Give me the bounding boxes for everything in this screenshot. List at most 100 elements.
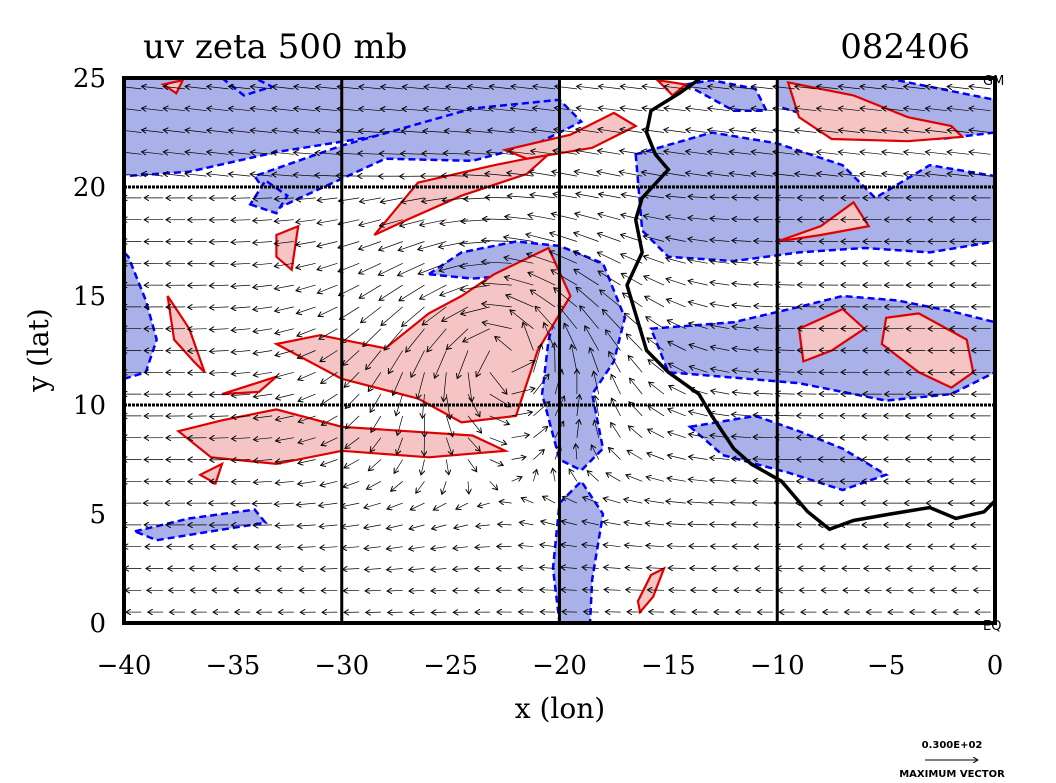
wind-vector bbox=[532, 130, 556, 133]
wind-vector bbox=[795, 108, 817, 111]
wind-vector bbox=[627, 450, 643, 460]
wind-vector bbox=[253, 220, 273, 221]
wind-vector bbox=[476, 350, 491, 377]
wind-vector bbox=[710, 480, 730, 481]
wind-vector bbox=[321, 415, 338, 425]
wind-vector bbox=[272, 108, 294, 110]
wind-vector bbox=[411, 350, 425, 378]
wind-vector bbox=[624, 522, 643, 525]
wind-vector bbox=[421, 459, 425, 475]
negative-vorticity-region bbox=[248, 178, 289, 215]
wind-vector bbox=[860, 130, 882, 133]
wind-vector bbox=[364, 525, 381, 528]
wind-vector bbox=[416, 481, 425, 493]
wind-vector bbox=[185, 130, 207, 133]
wind-vector bbox=[574, 233, 599, 242]
wind-vector bbox=[210, 416, 229, 417]
wind-vector bbox=[379, 154, 403, 155]
wind-vector bbox=[124, 152, 142, 155]
wind-vector bbox=[253, 242, 273, 243]
y-tick-label: 15 bbox=[73, 282, 106, 312]
wind-vector bbox=[730, 108, 752, 111]
wind-vector bbox=[754, 306, 773, 307]
wind-vector bbox=[668, 432, 686, 439]
wind-vector bbox=[817, 108, 839, 111]
wind-vector bbox=[754, 393, 773, 394]
negative-vorticity-region bbox=[687, 414, 890, 492]
wind-vector bbox=[754, 371, 773, 372]
wind-vector bbox=[598, 214, 621, 221]
wind-vector bbox=[860, 152, 882, 155]
x-tick-label: −40 bbox=[97, 651, 152, 681]
wind-vector bbox=[732, 392, 752, 394]
x-tick-label: −10 bbox=[750, 651, 805, 681]
wind-vector bbox=[751, 130, 773, 133]
wind-vector bbox=[594, 371, 600, 395]
wind-vector bbox=[232, 394, 251, 396]
wind-vector bbox=[621, 215, 643, 221]
wind-vector bbox=[368, 372, 382, 391]
wind-vector bbox=[776, 350, 795, 351]
wind-vector bbox=[708, 152, 730, 155]
wind-vector bbox=[275, 328, 294, 334]
wind-vector bbox=[364, 502, 381, 508]
y-tick-label: 20 bbox=[73, 173, 106, 203]
wind-vector bbox=[947, 86, 969, 89]
wind-vector bbox=[401, 131, 425, 133]
x-axis-label: x (lon) bbox=[515, 692, 605, 725]
wind-vector bbox=[297, 525, 316, 526]
wind-vector bbox=[253, 329, 273, 332]
wind-vector bbox=[731, 481, 752, 482]
wind-vector bbox=[688, 524, 708, 525]
wind-vector bbox=[391, 481, 403, 491]
wind-vector bbox=[625, 568, 643, 569]
wind-vector bbox=[359, 241, 382, 250]
wind-vector bbox=[776, 372, 795, 373]
wind-vector bbox=[904, 86, 926, 89]
wind-vector bbox=[321, 393, 338, 405]
wind-vector bbox=[188, 351, 207, 352]
wind-vector bbox=[163, 130, 186, 133]
wind-vector bbox=[629, 402, 643, 417]
wind-vector bbox=[689, 457, 708, 460]
wind-vector bbox=[625, 545, 643, 547]
wind-vector bbox=[689, 434, 708, 439]
x-tick-label: 0 bbox=[987, 651, 1004, 681]
wind-vector bbox=[686, 173, 708, 176]
wind-vector bbox=[519, 522, 534, 525]
wind-vector bbox=[543, 496, 556, 504]
wind-vector bbox=[402, 306, 425, 327]
wind-vector bbox=[232, 460, 251, 461]
wind-vector bbox=[666, 196, 686, 198]
wind-vector bbox=[478, 503, 490, 506]
wind-vector bbox=[296, 284, 316, 291]
wind-vector bbox=[708, 108, 730, 111]
wind-vector bbox=[645, 523, 665, 525]
wind-vector bbox=[342, 525, 360, 527]
wind-vector bbox=[231, 372, 251, 374]
wind-vector bbox=[298, 481, 316, 484]
wind-vector bbox=[947, 130, 969, 133]
wind-vector bbox=[482, 304, 512, 308]
wind-vector bbox=[686, 151, 708, 154]
coastline bbox=[625, 78, 995, 532]
wind-vector bbox=[817, 86, 839, 89]
wind-vector bbox=[442, 481, 447, 494]
wind-vector bbox=[454, 525, 469, 528]
wind-vector bbox=[582, 567, 599, 568]
wind-vector bbox=[453, 590, 469, 591]
wind-vector bbox=[668, 455, 686, 460]
wind-vector bbox=[753, 415, 773, 416]
wind-vector bbox=[188, 372, 207, 373]
wind-vector bbox=[296, 306, 316, 314]
wind-vector bbox=[298, 437, 316, 443]
wind-vector bbox=[527, 254, 556, 264]
x-axis-ticks: −40 −35 −30 −25 −20 −15 −10 −5 0 bbox=[97, 651, 1004, 681]
wind-vector bbox=[185, 86, 207, 89]
wind-vector bbox=[604, 567, 621, 568]
wind-vector bbox=[296, 220, 316, 223]
reference-vector-value: 0.300E+02 bbox=[922, 740, 983, 751]
wind-vector bbox=[686, 108, 708, 111]
wind-vector bbox=[254, 416, 273, 418]
wind-vector bbox=[708, 86, 730, 89]
